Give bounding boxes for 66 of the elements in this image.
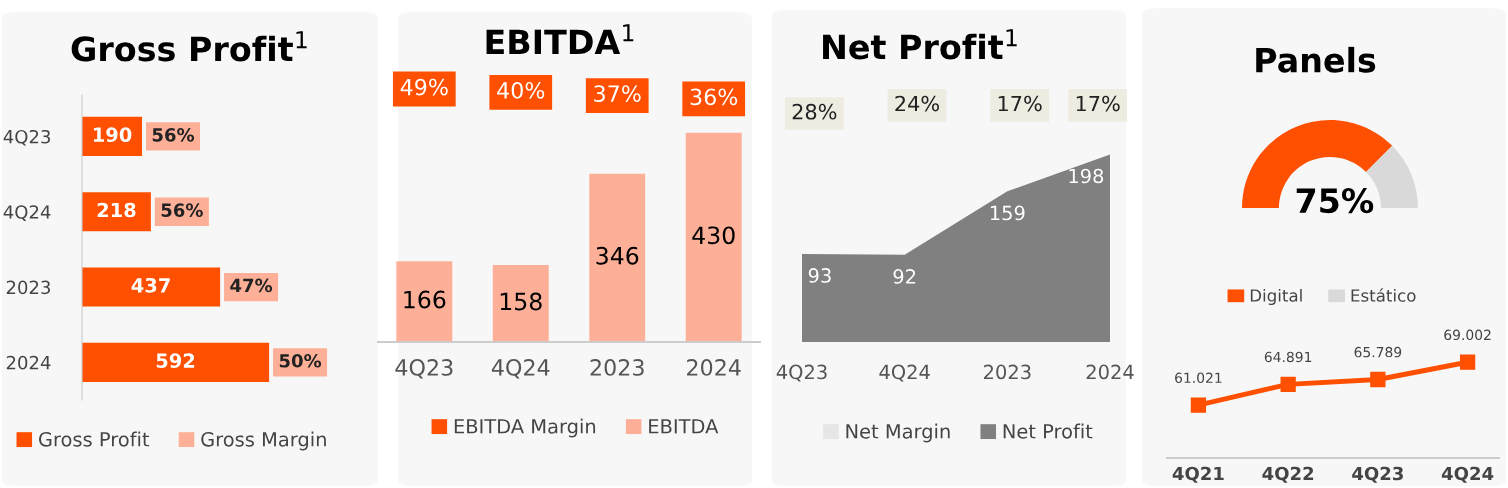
point: [1190, 397, 1207, 413]
x-tick-label: 4Q24: [491, 359, 550, 379]
data-label: 93: [808, 268, 831, 283]
data-label: 346: [596, 246, 639, 265]
text: 37%: [594, 85, 641, 103]
point: [1459, 354, 1476, 370]
chart-title: Gross Profit$^{1}$: [71, 31, 307, 62]
x-tick-label: 4Q23: [776, 364, 827, 382]
legend-label: Gross Margin: [201, 431, 326, 451]
bar: [396, 261, 453, 342]
x-tick-label: 4Q24: [879, 364, 930, 382]
text: 56%: [152, 128, 195, 142]
point: [1280, 376, 1296, 392]
text: 17%: [998, 95, 1042, 112]
chart-title: Net Profit$^{1}$: [823, 29, 1017, 60]
legend-label: EBITDA: [649, 419, 719, 434]
data-label: 64.891: [1264, 351, 1312, 363]
x-tick-label: 2023: [590, 359, 644, 376]
data-label: 437: [131, 277, 170, 293]
x-tick-label: 2024: [687, 359, 741, 376]
legend-label: Gross Profit: [38, 431, 150, 447]
data-label: 190: [93, 127, 132, 143]
x-tick-label: 2023: [984, 364, 1031, 380]
text: 24%: [895, 95, 939, 112]
data-label: 75%: [1296, 188, 1374, 214]
x-tick-label: 4Q23: [1352, 466, 1403, 483]
text: 50%: [279, 353, 322, 368]
data-label: 61.021: [1175, 372, 1222, 384]
bar: [589, 173, 646, 342]
data-label: 159: [990, 205, 1025, 221]
data-label: 158: [500, 292, 542, 311]
text: 56%: [161, 203, 203, 217]
data-label: 430: [692, 226, 735, 245]
text: 49%: [400, 78, 448, 96]
data-label: 198: [1069, 168, 1104, 184]
y-tick-label: 4Q24: [3, 205, 51, 221]
legend-label: EBITDA Margin: [454, 418, 596, 438]
bar: [492, 265, 549, 342]
text: 47%: [230, 278, 273, 293]
x-tick-label: 2024: [1086, 364, 1134, 380]
point: [1370, 371, 1386, 388]
x-tick-label: 4Q23: [395, 359, 453, 379]
data-label: 166: [404, 290, 446, 309]
chart-title: EBITDA$^{1}$: [486, 24, 634, 54]
text: 28%: [792, 103, 837, 120]
y-tick-label: 4Q23: [3, 129, 50, 146]
y-tick-label: 2023: [6, 280, 50, 295]
x-tick-label: 4Q21: [1172, 466, 1224, 483]
text: 17%: [1076, 95, 1120, 112]
data-label: 592: [156, 353, 195, 368]
data-label: 218: [97, 202, 136, 218]
legend-label: Estático: [1351, 288, 1416, 302]
chart-title: Panels: [1256, 46, 1376, 73]
text: 40%: [497, 81, 545, 99]
bar: [82, 342, 270, 382]
bar: [82, 267, 221, 307]
legend-label: Digital: [1250, 288, 1302, 306]
data-label: 69.002: [1444, 329, 1491, 341]
x-tick-label: 4Q22: [1262, 466, 1314, 483]
legend-label: Net Profit: [1003, 423, 1093, 439]
bar: [685, 132, 742, 342]
data-label: 65.789: [1354, 346, 1402, 358]
data-label: 92: [893, 269, 916, 284]
text: 36%: [690, 88, 738, 106]
x-tick-label: 4Q24: [1441, 466, 1494, 483]
legend-label: Net Margin: [846, 423, 950, 443]
